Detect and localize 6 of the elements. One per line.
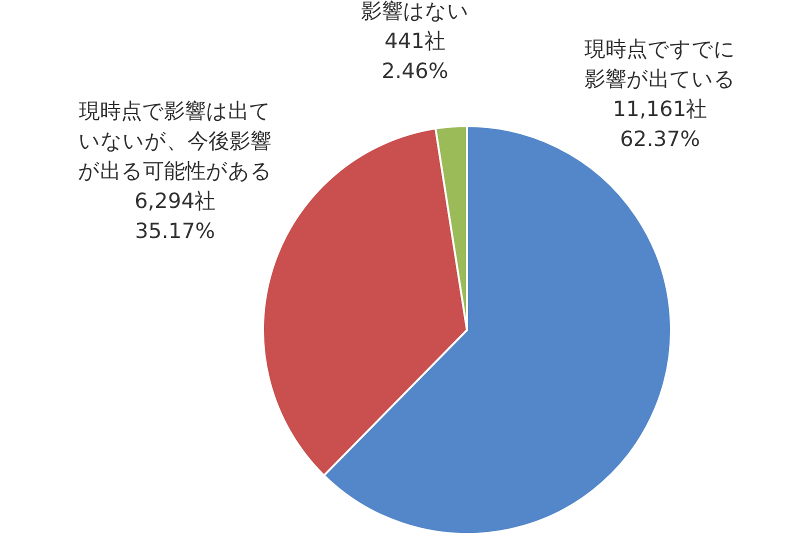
data-label: 11,161社 62.37% (612, 96, 708, 151)
data-label: 441社 2.46% (382, 28, 448, 83)
slice-label: 現時点ですでに影響が出ている (584, 36, 736, 91)
slice-label: 現時点で影響は出ていないが、今後影響が出る可能性がある (78, 98, 272, 183)
slice-label: 影響はない (361, 0, 469, 23)
data-label: 6,294社 35.17% (134, 188, 216, 243)
